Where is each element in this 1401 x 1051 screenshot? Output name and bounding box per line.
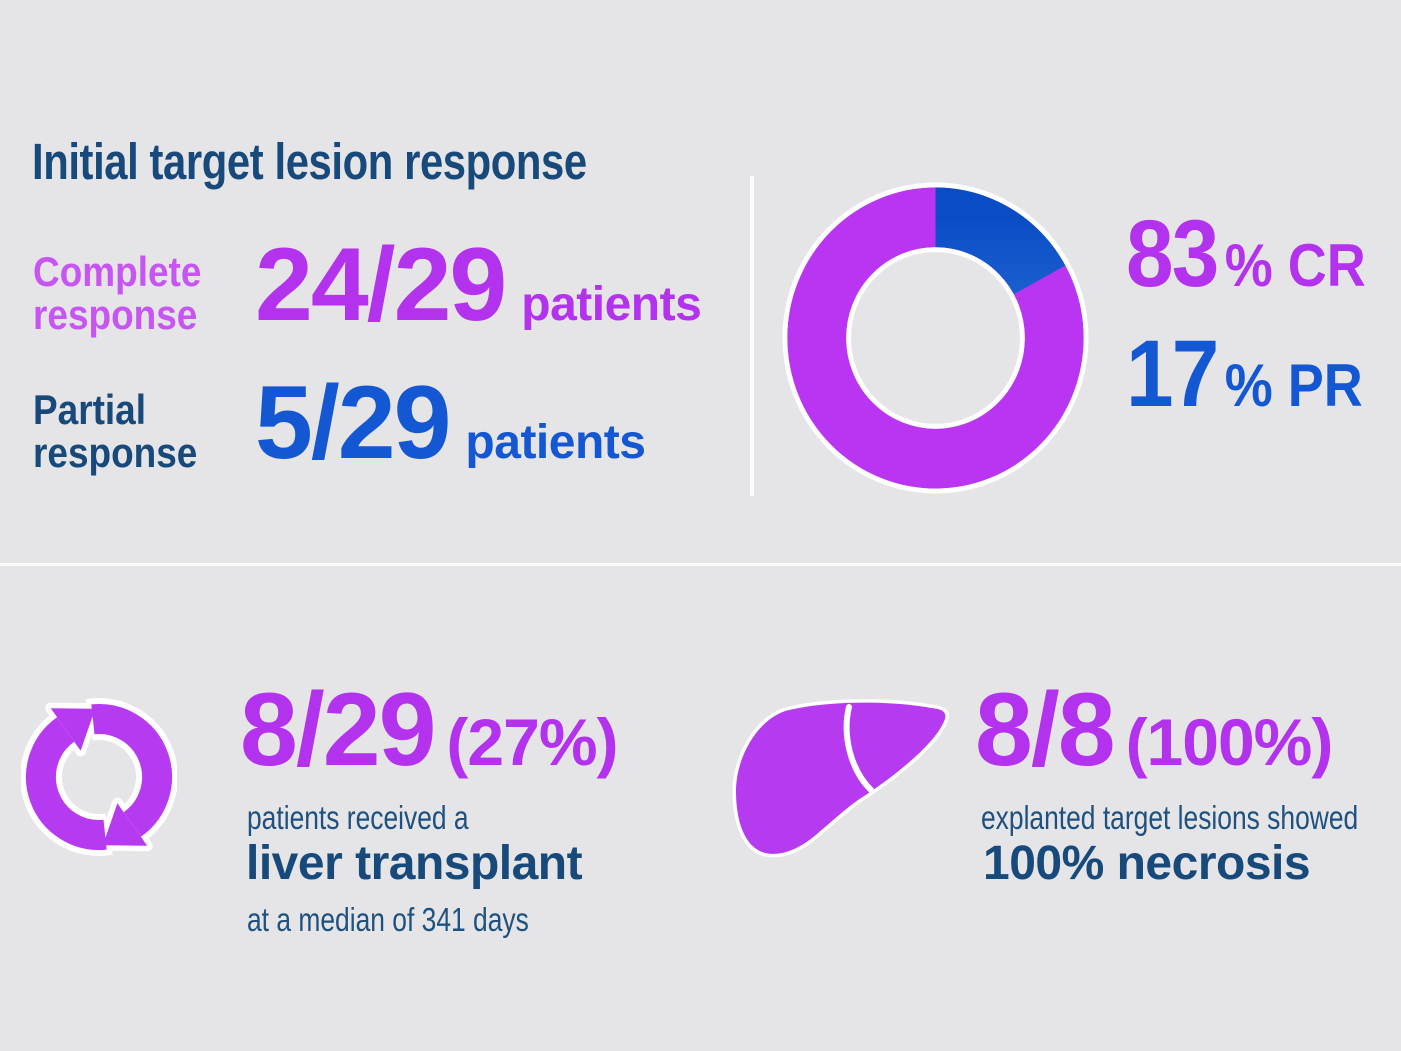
liver-icon [732,699,949,858]
complete-response-unit: patients [521,278,702,331]
liver-silhouette [732,699,949,858]
complete-response-label-line2: response [33,291,198,338]
donut-outer-outline [782,182,1089,494]
necrosis-line1: explanted target lesions showed [981,799,1359,836]
partial-response-value: 5/29 [255,365,451,481]
transplant-value: 8/29 [240,672,436,788]
donut-inner-outline [846,247,1025,429]
necrosis-value: 8/8 [975,672,1116,788]
transplant-line3: at a median of 341 days [247,901,529,938]
necrosis-stat: 8/8 (100%) [975,672,1334,788]
cycle-arrows-icon [21,698,177,856]
legend-pr-suffix: % PR [1224,352,1363,419]
page-title: Initial target lesion response [32,133,587,190]
legend-pr: 17 % PR [1126,327,1363,422]
transplant-line1: patients received a [247,799,469,836]
liver-lobe-divider [843,704,875,794]
necrosis-pct: (100%) [1125,705,1334,779]
legend-cr-suffix: % CR [1224,232,1366,299]
donut-chart [782,182,1089,494]
complete-response-label-line1: Complete [33,248,202,295]
donut-segment-pr [787,187,1084,489]
vertical-divider [750,176,754,496]
legend-cr-value: 83 [1126,201,1219,307]
partial-response-unit: patients [465,416,646,469]
complete-response-value: 24/29 [255,227,507,343]
horizontal-divider [0,563,1401,566]
transplant-stat: 8/29 (27%) [240,672,618,788]
complete-response-stat: 24/29 patients [255,227,702,343]
partial-response-stat: 5/29 patients [255,365,646,481]
partial-response-label-line1: Partial [33,386,146,433]
transplant-pct: (27%) [446,705,618,779]
complete-response-label: Complete response [33,250,201,336]
transplant-line2: liver transplant [246,837,583,890]
partial-response-label: Partial response [33,388,197,474]
legend-cr: 83 % CR [1126,207,1366,302]
necrosis-line2: 100% necrosis [983,837,1311,890]
legend-pr-value: 17 [1126,321,1219,427]
partial-response-label-line2: response [33,429,198,476]
